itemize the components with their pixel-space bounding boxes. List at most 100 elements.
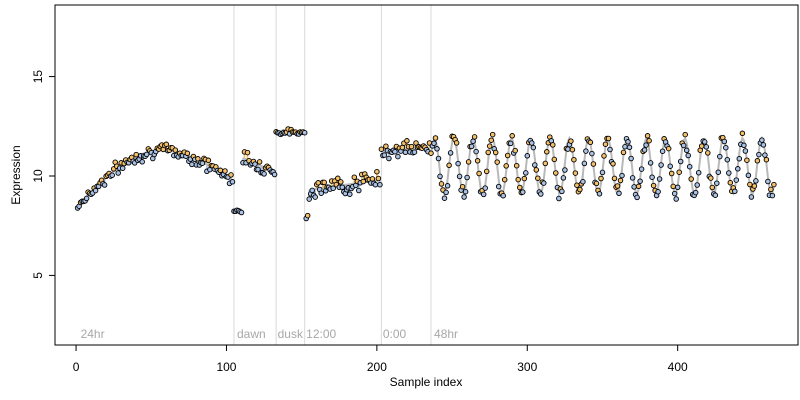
x-tick-label: 0 (73, 360, 80, 374)
data-point (682, 131, 688, 138)
data-point (560, 175, 567, 181)
data-point (495, 183, 502, 190)
y-tick-label: 10 (31, 169, 45, 183)
data-point (641, 147, 648, 153)
data-point (580, 178, 586, 185)
data-point (643, 142, 649, 148)
data-point (771, 181, 777, 188)
data-point (656, 176, 663, 182)
data-point (695, 169, 702, 176)
data-point (438, 181, 445, 187)
data-point (431, 140, 437, 147)
data-point (692, 189, 699, 196)
data-point (115, 170, 121, 176)
data-point (611, 175, 618, 182)
data-point (744, 157, 750, 163)
residual-bar (616, 186, 619, 194)
x-tick-label: 100 (216, 360, 236, 374)
data-point (515, 176, 521, 183)
data-point (339, 184, 346, 190)
data-point (520, 189, 526, 195)
residual-bar (246, 152, 249, 161)
data-point (541, 180, 547, 186)
y-tick-label: 15 (31, 70, 45, 84)
data-point (271, 171, 278, 178)
data-point (741, 142, 747, 149)
condition-label: dawn (237, 327, 266, 341)
data-point (411, 149, 418, 155)
residual-bar (558, 192, 560, 199)
data-point (638, 166, 645, 172)
condition-label: dusk (278, 327, 304, 341)
data-point (544, 149, 550, 155)
data-point (753, 178, 759, 184)
data-point (650, 182, 657, 189)
data-point (101, 182, 108, 188)
data-point (139, 159, 145, 165)
data-point (441, 195, 448, 201)
data-point (562, 167, 568, 173)
data-point (195, 156, 201, 162)
data-point (769, 192, 776, 199)
data-point (217, 167, 224, 174)
data-point (616, 190, 622, 197)
data-point (614, 183, 621, 189)
residual-bar (261, 166, 264, 173)
data-point (601, 153, 607, 159)
data-point (492, 149, 499, 156)
data-point (360, 178, 367, 185)
data-point (443, 189, 449, 196)
data-point (754, 158, 761, 164)
data-point (374, 168, 380, 175)
x-tick-label: 300 (517, 360, 537, 374)
data-point (553, 170, 559, 176)
data-point (535, 175, 541, 181)
data-point (338, 179, 344, 185)
data-point (705, 150, 711, 156)
data-point (717, 153, 723, 160)
residual-bar (451, 136, 453, 143)
data-point (335, 175, 341, 182)
data-point (532, 162, 538, 168)
residual-bar (255, 164, 258, 170)
data-point (381, 152, 388, 158)
data-point (626, 144, 633, 151)
data-point (760, 142, 767, 148)
residual-bar (243, 151, 246, 159)
data-point (455, 160, 461, 167)
data-point (372, 181, 379, 188)
data-point (309, 187, 315, 194)
data-point (599, 169, 606, 176)
data-point (667, 163, 673, 169)
data-point (701, 139, 708, 145)
condition-label: 24hr (81, 327, 105, 341)
residual-bar (397, 149, 399, 157)
residual-bar (206, 164, 208, 172)
data-point (762, 152, 768, 158)
condition-label: 12:00 (306, 327, 336, 341)
data-point (590, 161, 597, 167)
data-point (83, 195, 90, 202)
data-point (572, 170, 579, 176)
data-point (683, 147, 690, 154)
data-point (589, 150, 595, 157)
data-point (646, 137, 652, 144)
condition-label: 0:00 (383, 327, 407, 341)
data-point (735, 166, 741, 172)
y-axis: 5 10 15 (31, 70, 55, 279)
data-point (474, 158, 481, 164)
data-point (255, 166, 261, 173)
data-point (504, 152, 511, 159)
y-axis-title: Expression (9, 145, 23, 204)
data-point (551, 156, 558, 163)
data-point (756, 151, 762, 158)
data-point (538, 191, 544, 197)
data-point (765, 178, 771, 185)
data-point (392, 148, 398, 155)
data-point (583, 148, 589, 154)
x-tick-label: 200 (367, 360, 387, 374)
data-point (708, 175, 714, 181)
data-point (222, 168, 228, 174)
data-point (133, 151, 139, 158)
